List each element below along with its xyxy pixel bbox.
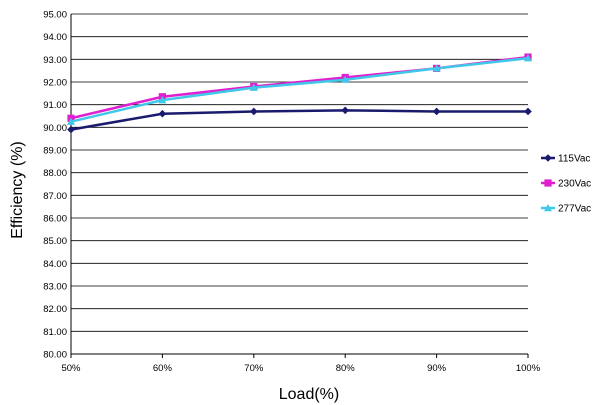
legend-label: 277Vac — [558, 204, 591, 215]
data-point-115Vac — [67, 125, 75, 134]
series-line-115Vac — [70, 109, 528, 131]
x-tick-labels: 50% 60% 70% 80% 90% 100% — [61, 363, 540, 374]
data-point-115Vac — [158, 109, 167, 118]
y-tick-label: 85.00 — [43, 236, 67, 247]
series-line-277Vac — [70, 56, 529, 123]
legend-label: 115Vac — [558, 154, 590, 165]
y-axis-title: Efficiency (%) — [9, 141, 26, 239]
data-point-115Vac — [432, 107, 441, 116]
y-tick-label: 89.00 — [43, 146, 67, 157]
y-tick-label: 87.00 — [43, 191, 67, 202]
data-point-115Vac — [250, 107, 258, 116]
data-point-277Vac — [524, 54, 532, 62]
data-point-115Vac — [524, 107, 532, 116]
y-tick-label: 90.00 — [43, 123, 67, 134]
legend-marker — [544, 154, 552, 162]
data-point-277Vac — [158, 96, 167, 104]
y-tick-label: 91.00 — [43, 100, 67, 111]
data-point-277Vac — [341, 75, 350, 83]
data-point-277Vac — [67, 117, 75, 125]
legend-label: 230Vac — [558, 179, 591, 190]
axes — [70, 14, 529, 358]
data-point-277Vac — [432, 64, 441, 72]
legend-marker — [544, 204, 552, 212]
x-tick-label: 100% — [516, 363, 541, 374]
x-tick-label: 60% — [153, 363, 173, 374]
y-tick-label: 92.00 — [43, 78, 67, 89]
data-point-115Vac — [341, 106, 349, 115]
y-tick-label: 80.00 — [43, 350, 67, 361]
x-tick-label: 50% — [61, 363, 81, 374]
y-tick-label: 81.00 — [43, 327, 67, 338]
y-tick-labels: 80.00 81.00 82.00 83.00 84.00 85.00 86.00 87.00… — [43, 10, 67, 361]
series — [67, 53, 532, 134]
y-tick-label: 82.00 — [43, 304, 67, 315]
y-tick-label: 94.00 — [43, 32, 67, 43]
x-tick-label: 70% — [244, 363, 264, 374]
x-tick-label: 90% — [427, 363, 447, 374]
y-tick-label: 84.00 — [43, 259, 67, 270]
y-tick-label: 95.00 — [43, 10, 67, 21]
y-tick-label: 83.00 — [43, 282, 67, 293]
data-point-277Vac — [249, 83, 258, 91]
legend-marker — [544, 179, 552, 187]
y-tick-label: 88.00 — [43, 168, 67, 179]
x-tick-label: 80% — [336, 363, 356, 374]
x-axis-title: Load(%) — [279, 386, 339, 403]
legend: 115Vac 230Vac 277Vac — [541, 154, 591, 215]
y-tick-label: 86.00 — [43, 214, 67, 225]
y-tick-label: 93.00 — [43, 55, 67, 66]
